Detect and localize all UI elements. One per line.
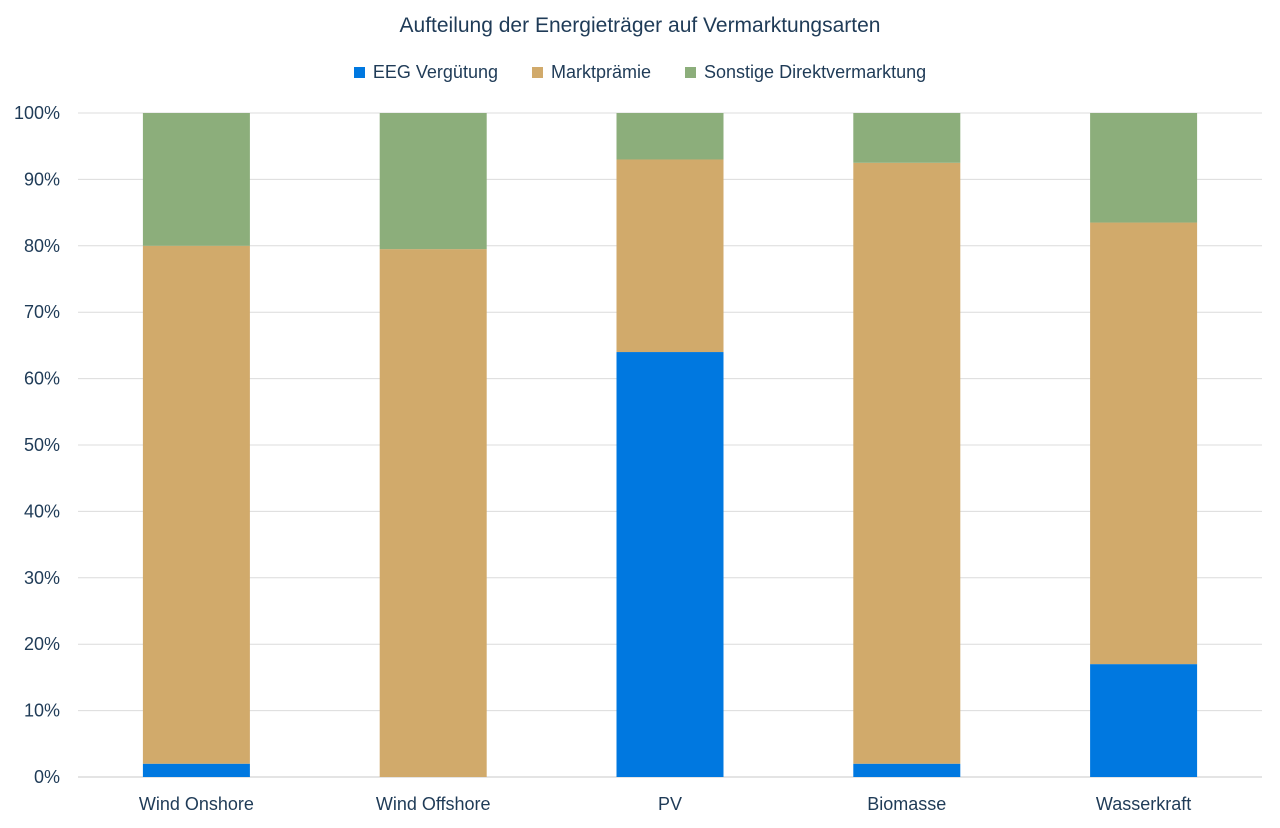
y-tick-label: 20%: [24, 634, 60, 654]
x-tick-label: Biomasse: [867, 794, 946, 814]
y-tick-label: 100%: [14, 103, 60, 123]
legend: EEG Vergütung Marktprämie Sonstige Direk…: [0, 62, 1280, 83]
y-tick-label: 50%: [24, 435, 60, 455]
bar-segment: [142, 113, 250, 246]
bar-segment: [142, 763, 250, 777]
bar-segment: [853, 763, 961, 777]
legend-label-eeg: EEG Vergütung: [372, 62, 498, 82]
bar-segment: [853, 113, 961, 163]
y-tick-label: 70%: [24, 302, 60, 322]
y-tick-label: 0%: [34, 767, 60, 787]
legend-item-marktpraemie: Marktprämie: [531, 62, 652, 83]
legend-item-eeg: EEG Vergütung: [353, 62, 498, 83]
y-tick-label: 40%: [24, 501, 60, 521]
chart-title: Aufteilung der Energieträger auf Vermark…: [399, 14, 881, 37]
bar-segment: [142, 245, 250, 764]
bar-segment: [379, 113, 487, 250]
bar-segment: [1090, 113, 1198, 223]
legend-swatch-eeg: [353, 67, 365, 78]
legend-swatch-sonstige: [685, 67, 697, 78]
bar-segment: [616, 113, 724, 160]
x-tick-label: Wind Onshore: [139, 794, 254, 814]
x-tick-label: Wind Offshore: [376, 794, 491, 814]
legend-item-sonstige: Sonstige Direktvermarktung: [685, 62, 926, 83]
legend-swatch-marktpraemie: [531, 67, 543, 78]
bar-segment: [616, 159, 724, 353]
x-tick-label: Wasserkraft: [1096, 794, 1191, 814]
y-tick-label: 60%: [24, 369, 60, 389]
bar-segment: [1090, 664, 1198, 777]
y-tick-label: 10%: [24, 701, 60, 721]
legend-label-marktpraemie: Marktprämie: [550, 62, 652, 82]
bar-segment: [616, 352, 724, 777]
y-tick-label: 80%: [24, 236, 60, 256]
x-tick-label: PV: [658, 794, 682, 814]
bar-segment: [853, 162, 961, 764]
bar-segment: [379, 249, 487, 777]
y-tick-label: 90%: [24, 169, 60, 189]
bar-segment: [1090, 222, 1198, 665]
y-tick-label: 30%: [24, 568, 60, 588]
legend-label-sonstige: Sonstige Direktvermarktung: [704, 62, 927, 82]
